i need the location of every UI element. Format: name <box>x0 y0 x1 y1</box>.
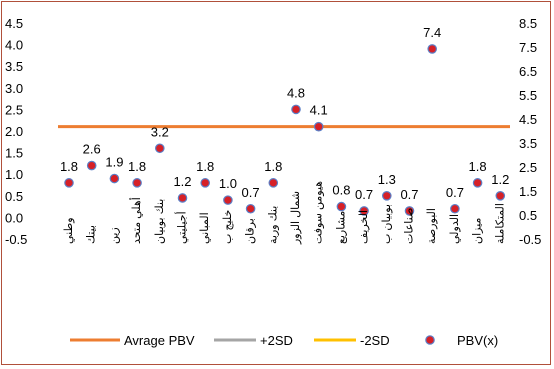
pbv-chart: 4.5 4.0 3.5 3.0 2.5 2.0 1.5 1.0 0.5 0.0 -0.5 8.5 7.5… <box>5 16 541 348</box>
pbv-point <box>86 160 97 171</box>
right-axis-tick-label: -0.5 <box>519 232 541 247</box>
pbv-data-label: 1.8 <box>264 159 282 174</box>
pbv-data-label: 1.2 <box>173 174 191 189</box>
pbv-data-label: 1.8 <box>469 159 487 174</box>
right-axis-tick-label: 6.5 <box>519 64 537 79</box>
pbv-point <box>155 143 165 154</box>
category-label: الدولي <box>449 214 461 244</box>
category-label: صناعات <box>404 208 416 244</box>
pbv-point <box>427 44 437 54</box>
pbv-data-label: 1.8 <box>60 159 78 174</box>
pbv-point <box>313 121 324 132</box>
category-label: البورصة <box>426 208 438 244</box>
pbv-data-label: 1.8 <box>196 159 214 174</box>
category-label: بنك بوبيان <box>154 199 166 244</box>
right-axis-tick-label: 0.5 <box>519 208 537 223</box>
legend-minus-2sd-label: -2SD <box>360 333 390 348</box>
legend-plus-2sd-label: +2SD <box>260 333 293 348</box>
left-axis-tick-label: 2.5 <box>5 102 23 117</box>
category-label: الخريف <box>358 210 370 244</box>
right-axis-tick-label: 8.5 <box>519 16 537 31</box>
category-label: شمال الزور <box>290 191 302 245</box>
category-label: مشاريع <box>335 211 347 244</box>
legend-pbv-swatch <box>425 335 435 345</box>
category-label: أهلي متحد <box>129 197 143 244</box>
pbv-point <box>381 191 392 201</box>
right-axis-tick-label: 7.5 <box>519 40 537 55</box>
pbv-data-label: 7.4 <box>423 25 441 40</box>
left-axis-tick-label: 1.5 <box>5 146 23 161</box>
chart-frame: 4.5 4.0 3.5 3.0 2.5 2.0 1.5 1.0 0.5 0.0 -0.5 8.5 7.5… <box>1 1 551 365</box>
category-label: بنك وربة <box>267 206 279 244</box>
left-axis-tick-label: 0.0 <box>5 210 23 225</box>
category-label: ميزان <box>472 217 484 244</box>
left-axis-tick-label: 1.0 <box>5 167 23 182</box>
pbv-data-label: 1.8 <box>128 159 146 174</box>
pbv-point <box>291 104 301 115</box>
pbv-point <box>200 178 210 188</box>
right-axis-tick-label: 4.5 <box>519 112 537 127</box>
left-axis-tick-label: 4.0 <box>5 38 23 53</box>
pbv-data-label: 4.1 <box>310 103 328 118</box>
legend-pbv-label: PBV(x) <box>457 333 498 348</box>
right-axis-tick-label: 2.5 <box>519 160 537 175</box>
pbv-point <box>245 203 256 214</box>
category-label: بيتك <box>86 225 98 244</box>
category-label: المباني <box>199 212 211 244</box>
pbv-data-label: 0.7 <box>446 185 464 200</box>
category-label: زين <box>108 227 120 244</box>
right-axis-tick-label: 3.5 <box>519 136 537 151</box>
left-axis-tick-label: 4.5 <box>5 16 23 31</box>
right-axis-tick-label: 1.5 <box>519 184 537 199</box>
pbv-data-label: 0.7 <box>355 187 373 202</box>
category-label: وطني <box>63 217 75 244</box>
pbv-data-label: 0.7 <box>242 185 260 200</box>
left-axis-tick-label: 2.0 <box>5 124 23 139</box>
right-axis-tick-label: 5.5 <box>519 88 537 103</box>
category-label: هيومن سوفت <box>313 181 325 244</box>
left-axis-tick-label: 3.5 <box>5 59 23 74</box>
left-axis-tick-label: 0.5 <box>5 189 23 204</box>
pbv-point <box>450 203 460 214</box>
pbv-point <box>64 178 74 188</box>
left-axis-tick-label: -0.5 <box>5 232 27 247</box>
pbv-data-label: 1.3 <box>378 172 396 187</box>
pbv-point <box>109 173 120 184</box>
pbv-data-label: 0.7 <box>400 187 418 202</box>
category-label: المتكاملة <box>494 203 506 244</box>
pbv-data-label: 3.2 <box>151 124 169 139</box>
pbv-point <box>359 206 369 216</box>
category-label: أجيليتي <box>175 211 189 244</box>
category-label: برقان <box>245 218 257 244</box>
legend-average-pbv-label: Avrage PBV <box>124 333 195 348</box>
pbv-point <box>132 178 142 188</box>
pbv-data-label: 4.8 <box>287 85 305 100</box>
pbv-point <box>177 193 188 203</box>
pbv-point <box>223 195 233 205</box>
pbv-point <box>336 201 347 212</box>
category-label: خليج ب <box>222 210 234 244</box>
left-axis-tick-label: 3.0 <box>5 81 23 96</box>
pbv-data-label: 1.2 <box>491 172 509 187</box>
pbv-data-label: 0.8 <box>332 183 350 198</box>
pbv-point <box>268 178 279 188</box>
category-label: بوبيان ب <box>381 204 393 244</box>
pbv-data-label: 1.9 <box>105 155 123 170</box>
pbv-point <box>495 191 506 201</box>
pbv-point <box>404 206 415 216</box>
pbv-data-label: 2.6 <box>83 142 101 157</box>
pbv-point <box>472 178 483 188</box>
pbv-data-label: 1.0 <box>219 176 237 191</box>
